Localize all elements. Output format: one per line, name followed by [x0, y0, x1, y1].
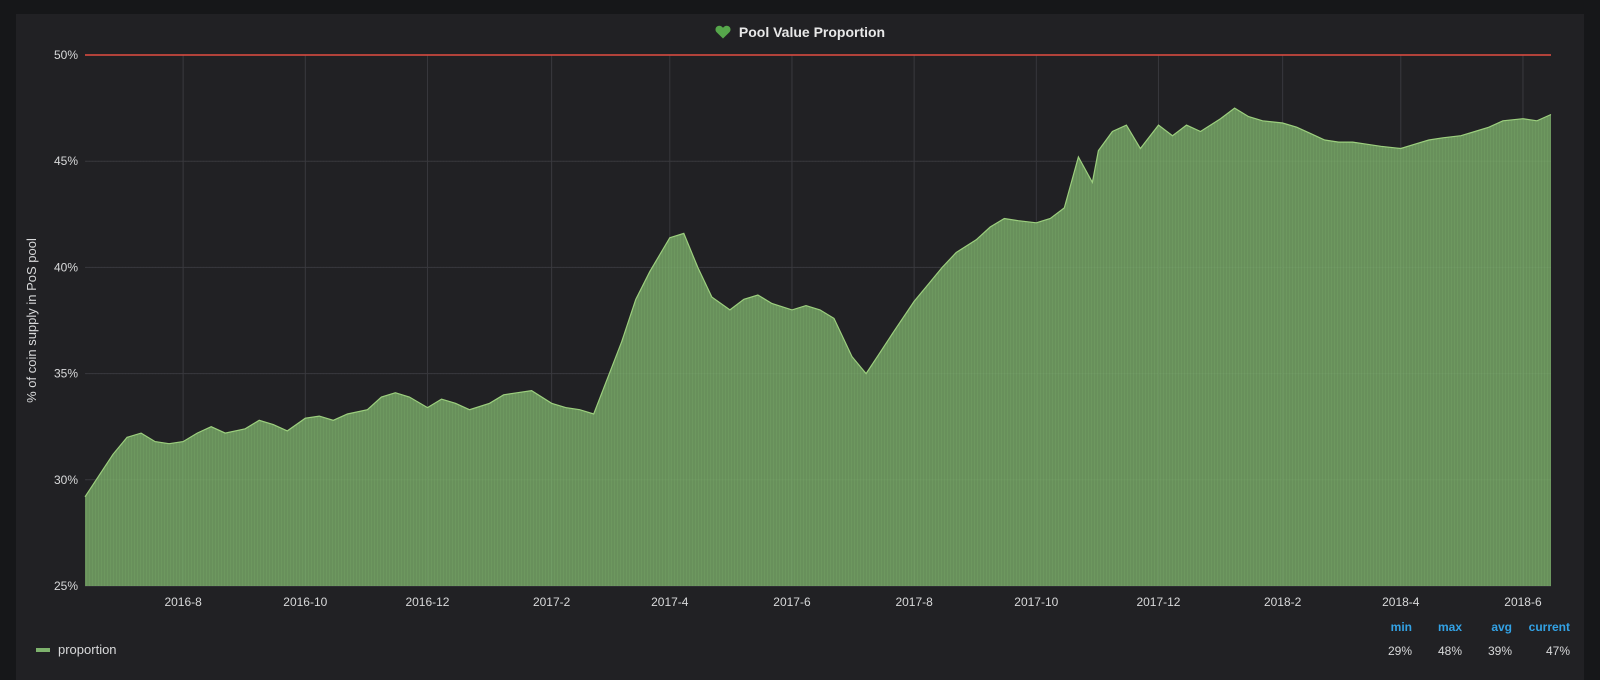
stat-header-current[interactable]: current [1528, 620, 1570, 634]
y-tick-label: 45% [54, 154, 78, 168]
legend[interactable]: proportion [36, 642, 117, 657]
panel-header[interactable]: Pool Value Proportion [16, 22, 1584, 42]
x-tick-label: 2016-12 [405, 595, 449, 609]
y-tick-label: 40% [54, 260, 78, 274]
x-tick-label: 2016-8 [164, 595, 202, 609]
x-tick-label: 2018-4 [1382, 595, 1420, 609]
stat-value-min: 29% [1387, 644, 1412, 658]
y-tick-label: 50% [54, 48, 78, 62]
legend-swatch [36, 647, 50, 652]
panel-title: Pool Value Proportion [738, 24, 886, 40]
stat-value-avg: 39% [1487, 644, 1512, 658]
x-tick-label: 2017-10 [1014, 595, 1058, 609]
y-tick-label: 30% [54, 473, 78, 487]
x-tick-label: 2018-6 [1504, 595, 1542, 609]
x-tick-label: 2016-10 [283, 595, 327, 609]
x-tick-label: 2017-4 [651, 595, 689, 609]
stat-header-max[interactable]: max [1437, 620, 1462, 634]
x-tick-label: 2017-12 [1136, 595, 1180, 609]
stat-header-avg[interactable]: avg [1491, 620, 1512, 634]
y-tick-label: 35% [54, 367, 78, 381]
y-tick-label: 25% [54, 579, 78, 593]
series-line [84, 107, 1552, 498]
x-tick-label: 2018-2 [1264, 595, 1302, 609]
x-tick-label: 2017-6 [773, 595, 811, 609]
stat-header-min[interactable]: min [1390, 620, 1412, 634]
chart-panel: Pool Value Proportion 25% 30% 35% 40% 45% 50%… [16, 14, 1584, 680]
stat-value-max: 48% [1437, 644, 1462, 658]
heart-icon [715, 25, 731, 39]
series-area [85, 108, 1551, 586]
legend-stats: min max avg current 29% 48% 39% 47% [1362, 620, 1570, 658]
x-tick-label: 2017-2 [533, 595, 571, 609]
area-chart[interactable]: 25% 30% 35% 40% 45% 50% 2016-8 2016-10 2016-12 20… [16, 14, 1584, 624]
stat-value-current: 47% [1545, 644, 1570, 658]
legend-series-label[interactable]: proportion [58, 642, 117, 657]
y-axis-label: % of coin supply in PoS pool [24, 238, 39, 403]
x-tick-label: 2017-8 [895, 595, 933, 609]
